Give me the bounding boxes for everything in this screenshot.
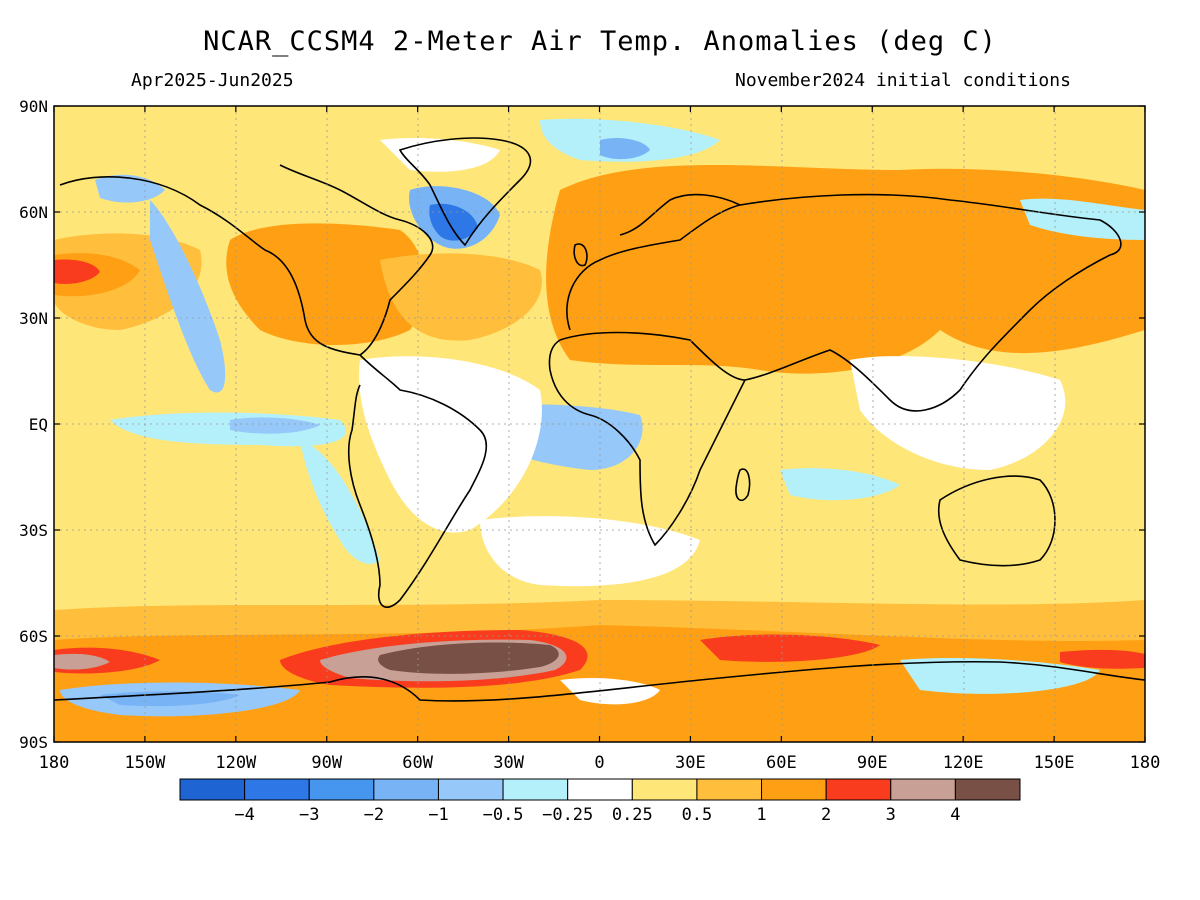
lon-label: 150W [124,753,166,773]
lat-label: 60N [19,203,48,222]
colorbar-swatch [567,778,633,801]
colorbar-swatch [437,778,504,801]
lon-label: 180 [1130,753,1161,773]
lon-label: 120W [215,753,257,773]
coastlines [54,137,1145,702]
colorbar: −4 −3 −2 −1 −0.5 −0.25 0.25 0.5 1 2 3 4 [179,778,1021,825]
colorbar-swatch [179,778,246,801]
colorbar-label: −2 [364,805,384,825]
lon-label: 30W [493,753,524,773]
anomaly-field [54,106,1145,742]
lon-label: 30E [675,753,706,773]
colorbar-label: 3 [886,805,896,825]
colorbar-label: −0.25 [542,805,593,825]
colorbar-label: 1 [756,805,766,825]
colorbar-swatch [761,778,827,801]
lat-label: 90N [19,97,48,116]
colorbar-label: −1 [428,805,448,825]
lat-label: 60S [19,627,48,646]
lon-label: 90E [857,753,888,773]
colorbar-label: 4 [950,805,960,825]
lon-label: 60E [766,753,797,773]
colorbar-label: −4 [234,805,254,825]
colorbar-swatch [954,778,1021,801]
lon-label: 0 [594,753,604,773]
lon-label: 150E [1034,753,1075,773]
lat-label: 30S [19,521,48,540]
lat-label: 30N [19,309,48,328]
lon-label: 90W [311,753,342,773]
map-title: NCAR_CCSM4 2-Meter Air Temp. Anomalies (… [203,26,997,57]
colorbar-swatch [890,778,956,801]
colorbar-swatch [502,778,569,801]
graticule [54,106,1145,742]
initial-conditions: November2024 initial conditions [735,70,1071,91]
colorbar-swatch [696,778,763,801]
colorbar-swatch [244,778,310,801]
colorbar-label: 2 [821,805,831,825]
lat-label: 90S [19,733,48,752]
colorbar-swatch [373,778,439,801]
colorbar-swatch [825,778,892,801]
colorbar-label: 0.25 [612,805,653,825]
colorbar-swatch [631,778,698,801]
lon-label: 120E [943,753,984,773]
lon-label: 180 [39,753,70,773]
forecast-period: Apr2025-Jun2025 [131,70,294,91]
colorbar-label: −0.5 [483,805,524,825]
colorbar-label: 0.5 [682,805,713,825]
lat-label: EQ [29,415,48,434]
colorbar-label: −3 [299,805,319,825]
colorbar-swatch [308,778,375,801]
lon-label: 60W [402,753,433,773]
